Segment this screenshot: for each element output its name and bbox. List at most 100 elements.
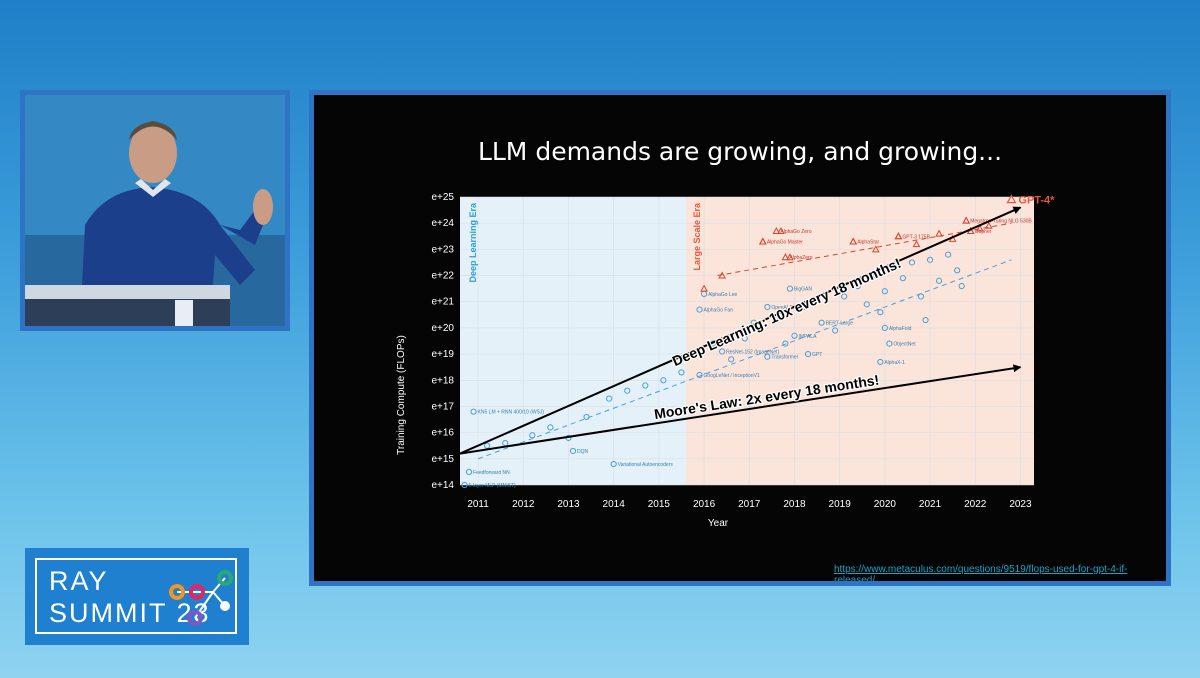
data-point bbox=[984, 221, 993, 229]
data-point bbox=[958, 282, 965, 290]
data-point bbox=[606, 395, 613, 402]
y-tick-label: e+18 bbox=[431, 375, 454, 386]
y-tick-label: e+24 bbox=[431, 218, 454, 229]
x-tick-label: 2013 bbox=[557, 499, 580, 510]
x-axis: 2011 2012 2013 2014 2015 2016 2017 2018 2019 2020… bbox=[467, 499, 1032, 510]
data-point bbox=[547, 424, 554, 431]
x-tick-label: 2021 bbox=[919, 499, 942, 510]
moores-law-trend-arrow bbox=[459, 364, 1022, 455]
data-point bbox=[975, 224, 984, 232]
data-point bbox=[804, 350, 812, 358]
y-tick-label: e+14 bbox=[431, 480, 454, 491]
data-point-label: 6-layer MLP (MNIST) bbox=[469, 483, 516, 489]
x-tick-label: 2016 bbox=[693, 499, 716, 510]
data-point bbox=[841, 293, 848, 300]
y-tick-label: e+15 bbox=[431, 454, 454, 465]
data-point bbox=[899, 275, 907, 282]
data-point bbox=[872, 272, 879, 279]
data-point bbox=[935, 229, 943, 237]
data-point bbox=[849, 237, 858, 245]
data-point-label: Variational Autoencoders bbox=[618, 462, 674, 468]
ray-network-icon bbox=[169, 570, 233, 626]
data-point-label: Transformer bbox=[771, 355, 798, 361]
x-tick-label: 2020 bbox=[874, 499, 897, 510]
x-tick-label: 2022 bbox=[964, 499, 987, 510]
data-point-label: BERT-Large bbox=[826, 321, 854, 327]
gpt4-marker bbox=[1006, 194, 1017, 204]
data-point bbox=[908, 259, 916, 266]
data-point bbox=[786, 253, 794, 261]
data-point bbox=[877, 309, 884, 316]
data-point-label: DQN bbox=[577, 449, 589, 455]
x-tick-label: 2015 bbox=[648, 499, 671, 510]
data-point-label: ResNet-152 (ImageNet) bbox=[726, 349, 779, 355]
data-point bbox=[610, 460, 617, 468]
trend-dashed-line bbox=[477, 259, 1012, 460]
slide-title: LLM demands are growing, and growing... bbox=[477, 137, 1003, 166]
data-point-label: AlphaGo Fan bbox=[704, 308, 734, 314]
data-point bbox=[912, 240, 921, 248]
data-point bbox=[890, 264, 897, 271]
data-point bbox=[894, 232, 903, 240]
data-point-label: Megatron-Turing NLG 530B bbox=[970, 219, 1032, 225]
speaker-video bbox=[25, 95, 285, 326]
data-point bbox=[583, 413, 590, 421]
data-point-label: GPT-3 175B bbox=[902, 234, 930, 240]
data-point bbox=[818, 319, 825, 326]
y-tick-label: e+17 bbox=[431, 401, 454, 412]
data-point bbox=[764, 303, 771, 311]
data-point-label: GPT bbox=[812, 352, 822, 358]
y-axis-label: Training Compute (FLOPs) bbox=[396, 335, 407, 455]
x-tick-label: 2019 bbox=[829, 499, 852, 510]
ray-summit-logo: RAY SUMMIT 23 bbox=[25, 548, 249, 645]
data-point bbox=[696, 306, 703, 313]
data-point-label: AlphaGo Master bbox=[767, 240, 803, 246]
data-point bbox=[465, 468, 473, 476]
data-point bbox=[461, 481, 468, 489]
data-point bbox=[881, 288, 888, 295]
logo-text-line1: RAY bbox=[49, 566, 109, 596]
data-point-label: AlphaStar bbox=[857, 240, 879, 246]
data-point bbox=[470, 408, 477, 415]
x-axis-label: Year bbox=[708, 518, 729, 529]
data-point bbox=[954, 267, 961, 274]
data-point-label: AlphaGo Lee bbox=[708, 292, 737, 298]
data-point bbox=[945, 251, 952, 258]
data-point bbox=[642, 382, 649, 389]
deep-learning-trend-arrow bbox=[459, 206, 1022, 455]
slide: LLM demands are growing, and growing... … bbox=[314, 95, 1166, 581]
data-point bbox=[935, 277, 943, 284]
compute-chart: Deep Learning Era Large Scale Era e+14e+1… bbox=[396, 192, 1055, 529]
slide-frame: LLM demands are growing, and growing... … bbox=[309, 90, 1171, 586]
data-point bbox=[886, 340, 893, 347]
data-point bbox=[962, 216, 971, 224]
data-point-label: Feedforward NN bbox=[473, 470, 510, 476]
y-tick-label: e+19 bbox=[431, 349, 454, 360]
data-point bbox=[832, 327, 839, 334]
data-point bbox=[922, 316, 929, 324]
gpt4-label: GPT-4* bbox=[1018, 195, 1055, 207]
data-point bbox=[484, 442, 491, 449]
data-point bbox=[696, 371, 703, 379]
data-point bbox=[777, 226, 785, 235]
deep-learning-era-label: Deep Learning Era bbox=[468, 202, 478, 283]
data-point bbox=[660, 377, 667, 384]
x-tick-label: 2018 bbox=[783, 499, 806, 510]
chart-plot-area bbox=[460, 196, 1034, 486]
x-tick-label: 2012 bbox=[512, 499, 535, 510]
x-tick-label: 2017 bbox=[738, 499, 761, 510]
data-point-label: AlphaZero bbox=[789, 255, 812, 261]
speaker-illustration bbox=[25, 95, 285, 326]
y-tick-label: e+21 bbox=[431, 297, 454, 308]
x-tick-label: 2011 bbox=[467, 499, 489, 510]
source-link[interactable]: https://www.metaculus.com/questions/9519… bbox=[834, 564, 1128, 581]
x-tick-label: 2014 bbox=[603, 499, 626, 510]
data-point bbox=[791, 332, 798, 339]
data-point bbox=[881, 324, 888, 332]
y-tick-label: e+23 bbox=[431, 244, 454, 255]
data-point bbox=[678, 369, 685, 376]
data-point bbox=[758, 237, 767, 245]
data-point-label: AlphaFold bbox=[889, 326, 912, 332]
data-point bbox=[728, 356, 735, 363]
data-point bbox=[917, 293, 925, 300]
